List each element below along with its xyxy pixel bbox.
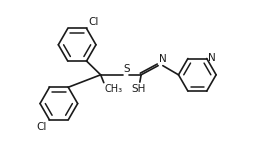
Text: S: S [123, 64, 130, 74]
Text: Cl: Cl [89, 17, 99, 27]
Text: SH: SH [131, 84, 146, 94]
Text: CH₃: CH₃ [105, 84, 123, 94]
Text: Cl: Cl [36, 122, 47, 132]
Text: N: N [159, 54, 167, 64]
Text: N: N [208, 53, 216, 63]
